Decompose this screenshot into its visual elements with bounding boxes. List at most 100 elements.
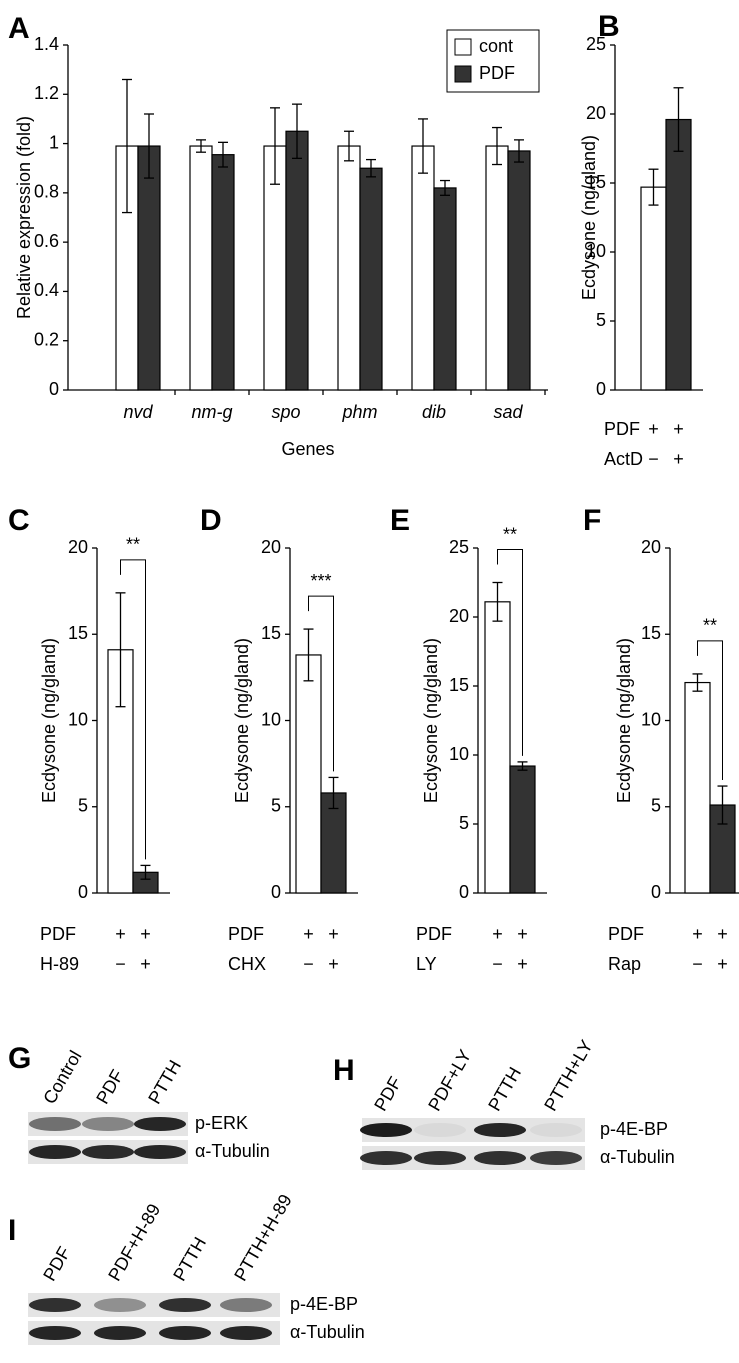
y-tick-label: 0 xyxy=(49,379,59,399)
error-bar xyxy=(366,158,376,178)
panel-label: B xyxy=(598,10,620,43)
y-tick-label: 20 xyxy=(68,537,88,557)
y-tick-label: 10 xyxy=(68,709,88,729)
y-tick-label: 10 xyxy=(449,744,469,764)
band-label: α-Tubulin xyxy=(600,1147,675,1167)
condition-mark: + xyxy=(328,924,339,944)
condition-mark: + xyxy=(717,924,728,944)
condition-mark: + xyxy=(673,419,684,439)
blot-band xyxy=(414,1123,466,1137)
blot-band xyxy=(159,1298,211,1312)
y-tick-label: 15 xyxy=(68,623,88,643)
y-tick-label: 0 xyxy=(596,379,606,399)
y-axis-label: Relative expression (fold) xyxy=(14,116,34,319)
y-tick-label: 0.2 xyxy=(34,329,59,349)
y-tick-label: 20 xyxy=(261,537,281,557)
y-axis-label: Ecdysone (ng/gland) xyxy=(579,135,599,300)
error-bar xyxy=(514,139,524,163)
error-bar xyxy=(418,118,428,174)
significance-stars: ** xyxy=(503,524,517,544)
error-bar xyxy=(673,87,684,152)
error-bar xyxy=(292,103,302,160)
blot-band xyxy=(474,1123,526,1137)
condition-label: CHX xyxy=(228,954,266,974)
error-bar xyxy=(196,139,206,153)
y-tick-label: 0 xyxy=(459,882,469,902)
y-tick-label: 0 xyxy=(271,882,281,902)
panel-label: D xyxy=(200,504,222,537)
y-tick-label: 15 xyxy=(261,623,281,643)
condition-mark: + xyxy=(328,954,339,974)
condition-mark: − xyxy=(115,954,126,974)
condition-label: PDF xyxy=(416,924,452,944)
band-label: p-4E-BP xyxy=(600,1119,668,1139)
condition-label: LY xyxy=(416,954,437,974)
condition-label: PDF xyxy=(228,924,264,944)
condition-mark: + xyxy=(692,924,703,944)
y-tick-label: 20 xyxy=(449,606,469,626)
bar xyxy=(509,765,536,894)
panel-label: G xyxy=(8,1042,31,1075)
y-tick-label: 10 xyxy=(261,709,281,729)
y-axis-label: Ecdysone (ng/gland) xyxy=(614,638,634,803)
blot-band xyxy=(94,1298,146,1312)
condition-mark: + xyxy=(673,449,684,469)
band-label: p-4E-BP xyxy=(290,1294,358,1314)
bar xyxy=(684,681,711,894)
bar xyxy=(211,154,235,391)
x-tick-label: nm-g xyxy=(191,402,232,422)
condition-mark: + xyxy=(492,924,503,944)
y-tick-label: 10 xyxy=(641,709,661,729)
significance-bracket xyxy=(497,549,523,756)
condition-mark: + xyxy=(303,924,314,944)
y-tick-label: 15 xyxy=(586,172,606,192)
blot-band xyxy=(360,1151,412,1165)
significance-bracket xyxy=(308,595,334,772)
significance-bracket xyxy=(120,559,146,860)
bar xyxy=(189,145,213,391)
blot-band xyxy=(159,1326,211,1340)
blot-band xyxy=(82,1117,134,1131)
error-bar xyxy=(648,168,659,206)
blot-band xyxy=(220,1326,272,1340)
significance-bracket xyxy=(697,640,723,781)
legend-swatch xyxy=(454,65,472,83)
bar xyxy=(485,145,509,391)
condition-mark: + xyxy=(517,924,528,944)
y-tick-label: 20 xyxy=(641,537,661,557)
y-tick-label: 20 xyxy=(586,103,606,123)
bar xyxy=(107,649,134,894)
y-tick-label: 0.8 xyxy=(34,182,59,202)
bar xyxy=(665,118,692,391)
significance-stars: ** xyxy=(703,616,717,636)
blot-band xyxy=(530,1151,582,1165)
error-bar xyxy=(115,592,126,708)
bar xyxy=(507,150,531,391)
x-axis-label: Genes xyxy=(281,439,334,459)
bar xyxy=(411,145,435,391)
condition-label: PDF xyxy=(608,924,644,944)
error-bar xyxy=(122,78,132,214)
bar xyxy=(337,145,361,391)
y-tick-label: 15 xyxy=(449,675,469,695)
x-tick-label: nvd xyxy=(123,402,153,422)
error-bar xyxy=(492,126,502,166)
y-tick-label: 5 xyxy=(271,796,281,816)
error-bar xyxy=(303,628,314,682)
error-bar xyxy=(692,673,703,692)
band-label: α-Tubulin xyxy=(290,1322,365,1342)
blot-band xyxy=(134,1145,186,1159)
panel-label: E xyxy=(390,504,410,537)
y-tick-label: 1 xyxy=(49,132,59,152)
error-bar xyxy=(144,113,154,179)
condition-label: Rap xyxy=(608,954,641,974)
blot-band xyxy=(530,1123,582,1137)
blot-band xyxy=(29,1145,81,1159)
blot-band xyxy=(414,1151,466,1165)
error-bar xyxy=(140,864,151,880)
x-tick-label: phm xyxy=(341,402,377,422)
error-bar xyxy=(492,581,503,622)
error-bar xyxy=(440,179,450,196)
blot-band xyxy=(29,1117,81,1131)
y-tick-label: 1.4 xyxy=(34,34,59,54)
